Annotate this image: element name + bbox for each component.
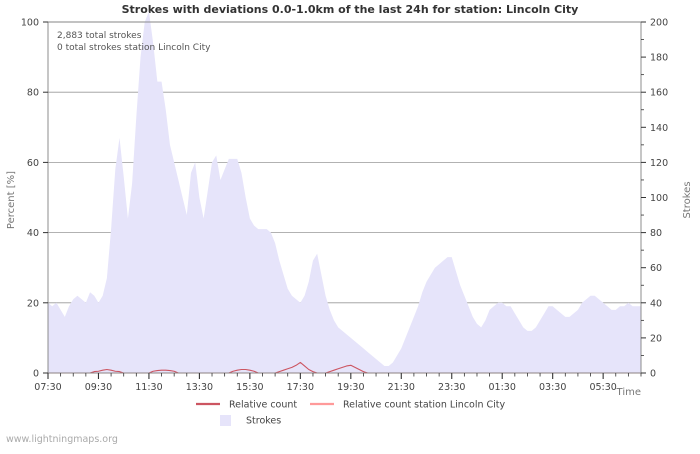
x-tick-label: 23:30 [438,382,465,393]
x-tick-label: 07:30 [34,382,61,393]
y-tick-label: 20 [27,298,39,309]
area-path-strokes [48,11,641,373]
y2-tick-label: 200 [650,18,668,29]
y2-tick-label: 0 [650,369,656,380]
y2-tick-label: 120 [650,158,668,169]
x-axis-ticks: 07:30 09:30 11:30 13:30 15:30 17:30 19:30 21:30… [34,373,642,393]
strokes-area-series [48,11,641,373]
annotation-station-strokes: 0 total strokes station Lincoln City [57,43,211,53]
y-tick-label: 0 [33,369,39,380]
y-axis-right-ticks: 0 20 40 60 80 100 120 140 160 180 200 [641,18,668,380]
x-tick-label: 19:30 [337,382,364,393]
y-tick-label: 80 [27,88,39,99]
page-title: Strokes with deviations 0.0-1.0km of the… [122,3,579,16]
y2-tick-label: 100 [650,193,668,204]
y-tick-label: 100 [21,18,39,29]
y2-tick-label: 160 [650,88,668,99]
y-axis-left-ticks: 0 20 40 60 80 100 [21,18,48,380]
y-tick-label: 60 [27,158,39,169]
legend-swatch-area [220,415,231,426]
x-tick-label: 01:30 [489,382,516,393]
y2-tick-label: 20 [650,333,662,344]
y-tick-label: 40 [27,228,39,239]
legend-label: Strokes [246,416,281,427]
chart-legend: Relative count Relative count station Lin… [196,400,506,427]
y2-tick-label: 80 [650,228,662,239]
y-axis-left-title: Percent [%] [6,171,17,229]
watermark-label: www.lightningmaps.org [6,434,118,445]
y2-tick-label: 140 [650,123,668,134]
annotation-total-strokes: 2,883 total strokes [57,31,142,41]
y2-tick-label: 60 [650,263,662,274]
x-tick-label: 05:30 [589,382,616,393]
x-tick-label: 09:30 [85,382,112,393]
x-tick-label: 03:30 [539,382,566,393]
y2-tick-label: 180 [650,53,668,64]
x-tick-label: 17:30 [287,382,314,393]
y2-tick-label: 40 [650,298,662,309]
x-tick-label: 11:30 [135,382,162,393]
x-tick-label: 21:30 [388,382,415,393]
x-axis-title: Time [616,387,641,398]
x-tick-label: 15:30 [236,382,263,393]
y-axis-right-title: Strokes [682,181,693,218]
legend-label: Relative count [229,400,297,411]
x-tick-label: 13:30 [186,382,213,393]
legend-label: Relative count station Lincoln City [343,400,506,411]
